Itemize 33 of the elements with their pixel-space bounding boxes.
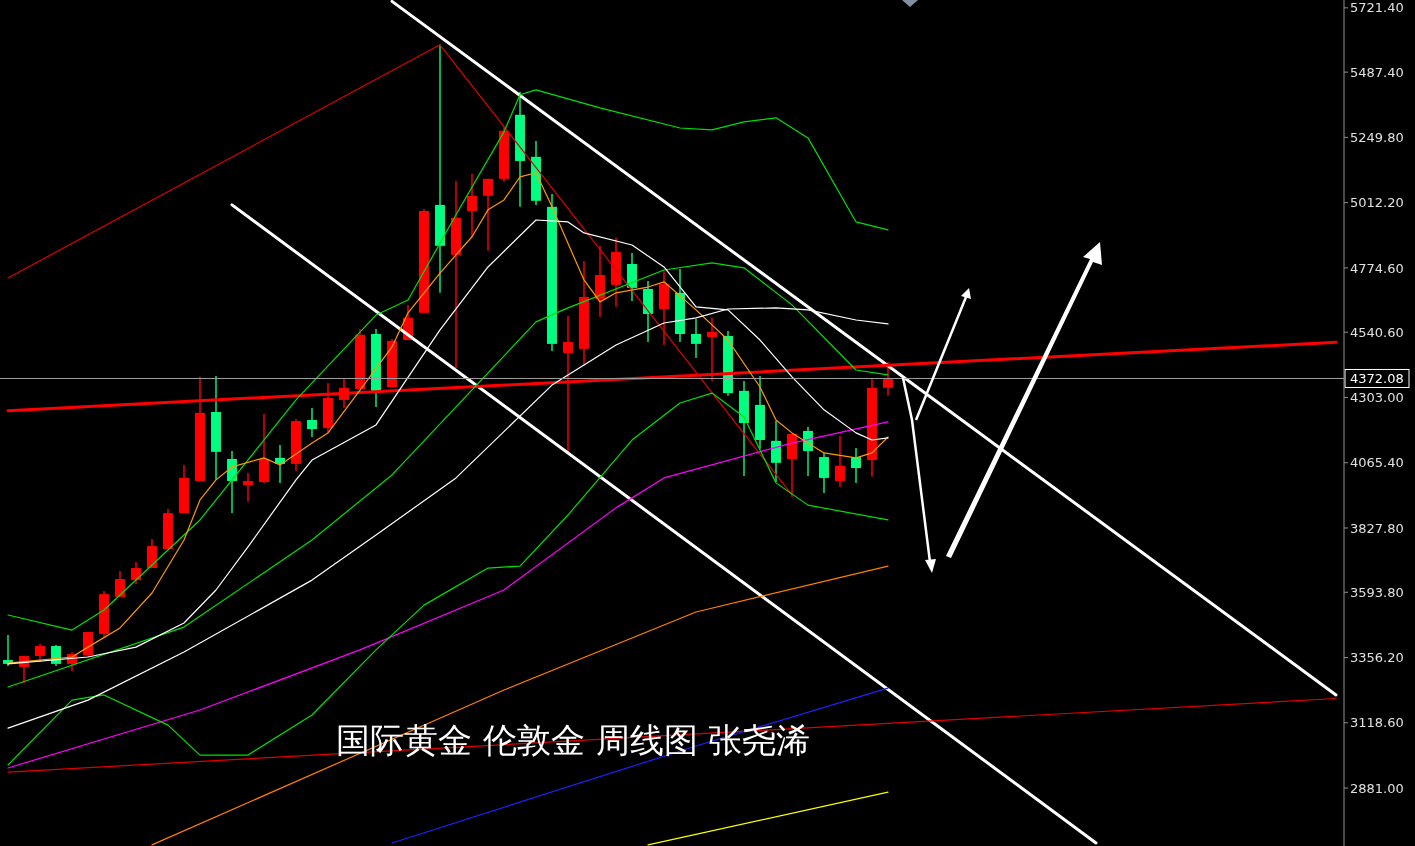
candlestick	[771, 420, 781, 483]
line-series	[151, 565, 889, 846]
y-tick-label: 4540.60	[1350, 324, 1404, 340]
y-tick-label: 3827.80	[1350, 520, 1404, 536]
candlestick	[851, 447, 861, 484]
candlestick	[627, 252, 637, 302]
candlestick	[595, 245, 605, 318]
candlestick	[259, 413, 269, 484]
candlestick	[131, 561, 141, 585]
y-tick-label: 5012.20	[1350, 195, 1404, 211]
candlestick	[147, 538, 157, 569]
candlestick	[83, 631, 93, 658]
line-series	[7, 89, 889, 631]
ref-line-label: 4372.08	[1350, 371, 1404, 387]
y-tick-label: 4303.00	[1350, 390, 1404, 406]
candlestick	[691, 318, 701, 359]
candlestick	[243, 472, 253, 503]
y-tick-label: 3356.20	[1350, 650, 1404, 666]
candlestick	[115, 570, 125, 598]
y-tick-label: 3593.80	[1350, 584, 1404, 600]
candlestick	[307, 407, 317, 438]
candlestick	[483, 178, 493, 252]
y-tick-label: 2881.00	[1350, 780, 1404, 796]
y-tick-label: 5249.80	[1350, 130, 1404, 146]
candlestick	[819, 452, 829, 494]
candlestick	[835, 435, 845, 488]
candlestick	[467, 173, 477, 239]
y-tick-label: 5487.40	[1350, 64, 1404, 80]
y-tick-label: 3118.60	[1350, 715, 1404, 731]
y-tick-label: 4065.40	[1350, 455, 1404, 471]
y-tick-label: 4774.60	[1350, 260, 1404, 276]
candlestick	[883, 361, 893, 397]
y-tick-label: 5721.40	[1350, 0, 1404, 16]
